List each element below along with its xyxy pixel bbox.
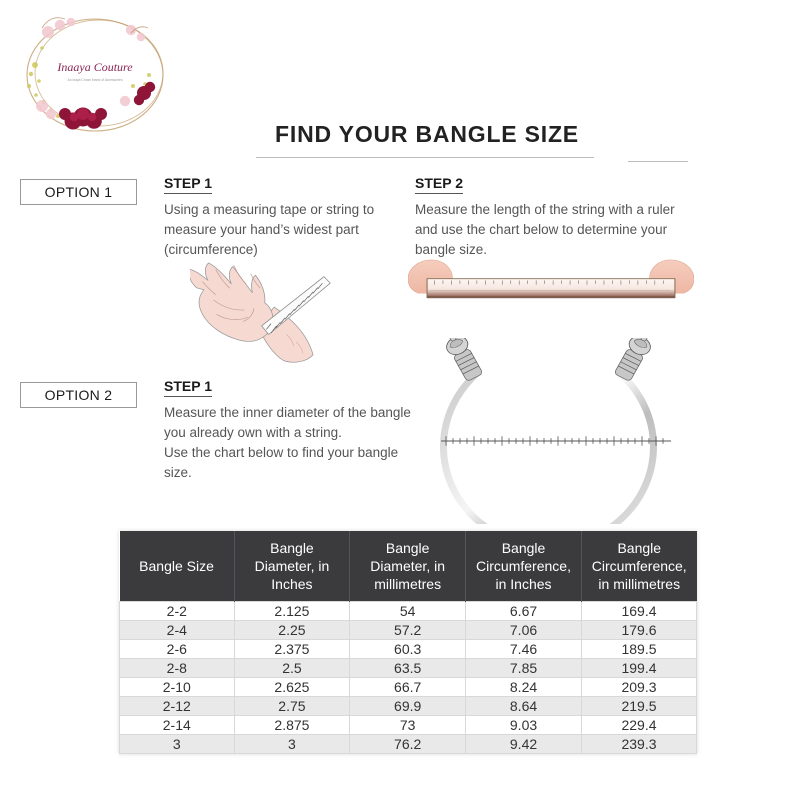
svg-text:An Inaya Crown brand of Access: An Inaya Crown brand of Accessories — [68, 78, 123, 82]
svg-text:Inaaya Couture: Inaaya Couture — [56, 60, 133, 74]
